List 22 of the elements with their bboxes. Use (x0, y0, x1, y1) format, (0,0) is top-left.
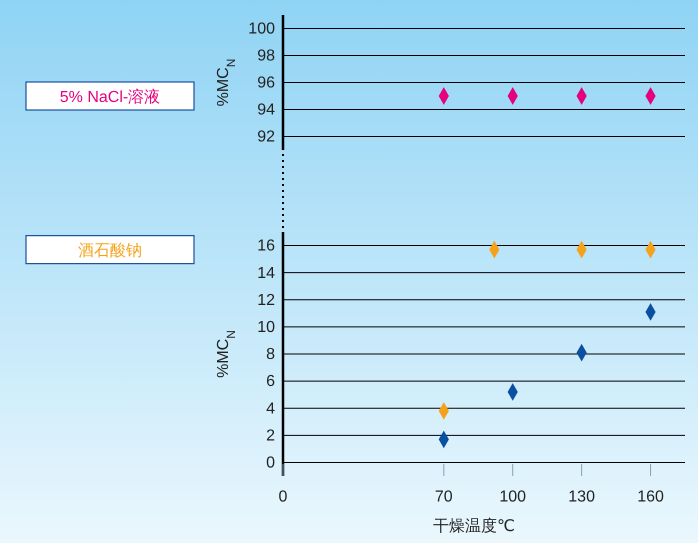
y-tick-label: 100 (248, 20, 276, 38)
y-tick-label: 96 (257, 74, 276, 92)
y-tick-label: 14 (257, 264, 276, 282)
x-tick-label: 0 (278, 488, 288, 506)
y-tick-label: 4 (266, 400, 276, 418)
y-tick-label: 10 (257, 319, 276, 336)
y-tick-label: 0 (266, 454, 276, 472)
y-tick-label: 8 (266, 346, 276, 364)
y-tick-label: 98 (257, 48, 276, 65)
y-tick-label: 2 (266, 427, 276, 444)
y-tick-label: 16 (257, 238, 276, 255)
x-tick-label: 160 (637, 488, 664, 506)
y-tick-label: 6 (266, 373, 276, 390)
y-tick-label: 12 (257, 292, 276, 309)
text: 5% NaCl-溶液 (60, 88, 160, 106)
y-tick-label: 92 (257, 128, 276, 146)
text: 酒石酸钠 (78, 242, 142, 260)
x-tick-label: 100 (499, 488, 526, 506)
y-tick-label: 94 (257, 102, 276, 119)
x-tick-label: 130 (568, 488, 596, 506)
x-tick-label: 70 (434, 488, 453, 506)
x-axis-title: 干燥温度℃ (433, 517, 515, 535)
